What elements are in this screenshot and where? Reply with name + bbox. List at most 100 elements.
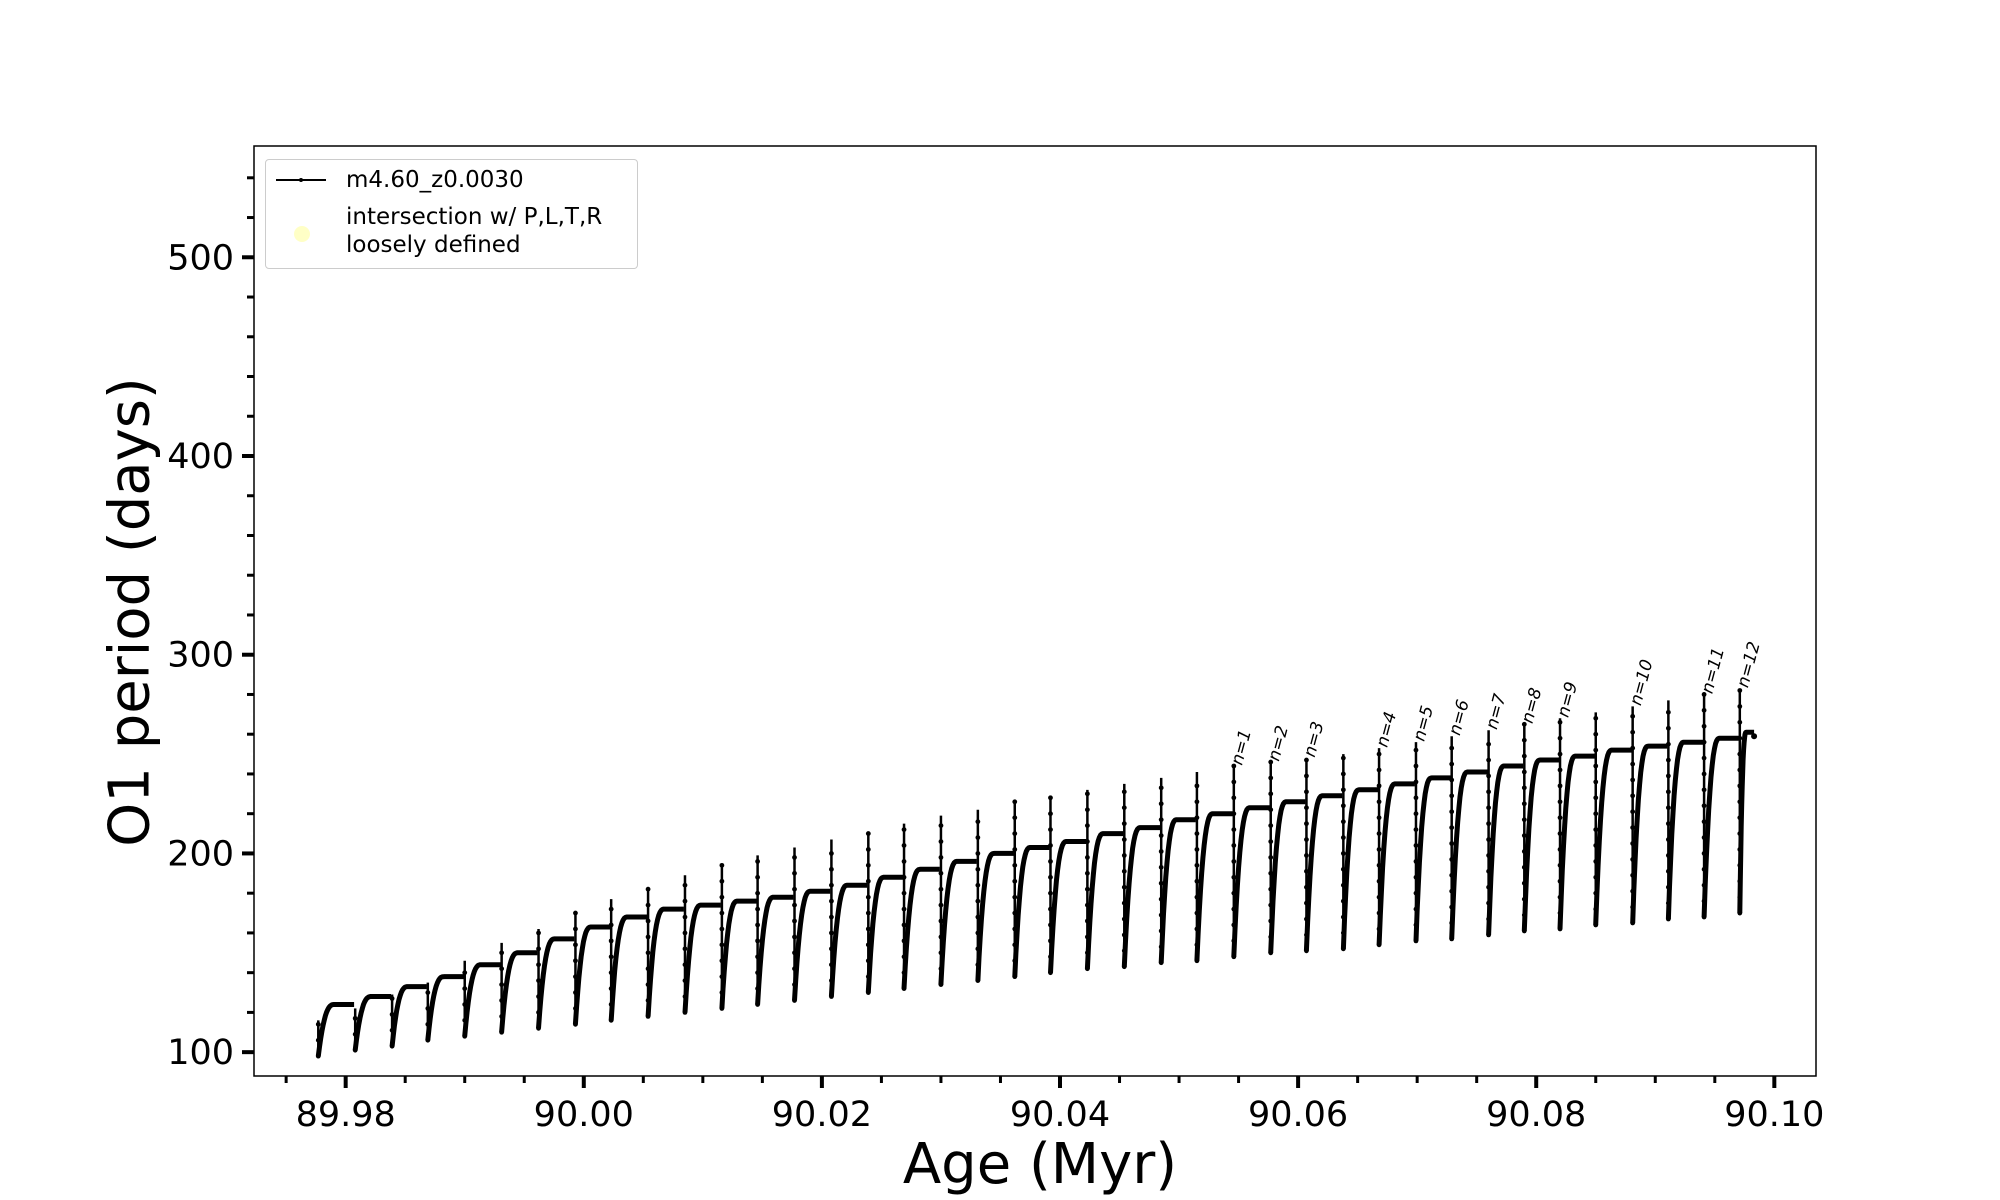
- series-point: [1701, 898, 1707, 904]
- series-point: [1737, 831, 1743, 836]
- series-point: [901, 970, 907, 976]
- series-point: [608, 954, 614, 960]
- series-point: [1231, 938, 1237, 944]
- series-point: [1449, 809, 1455, 815]
- series-point: [1304, 948, 1309, 954]
- series-point: [536, 1025, 541, 1031]
- series-point: [1304, 821, 1309, 827]
- series-point: [1486, 884, 1491, 890]
- series-point: [1521, 801, 1527, 807]
- series-point: [1630, 777, 1636, 783]
- series-point: [938, 934, 944, 940]
- series-point: [1158, 849, 1164, 854]
- x-tick-label: 90.06: [1248, 1095, 1348, 1135]
- series-point: [1449, 825, 1455, 831]
- series-point: [389, 1011, 395, 1017]
- series-point: [1486, 932, 1491, 938]
- series-point: [1376, 751, 1382, 757]
- series-point: [1521, 864, 1527, 870]
- x-tick-label: 90.10: [1724, 1095, 1824, 1135]
- series-point: [829, 898, 834, 904]
- series-point: [1665, 741, 1671, 747]
- series-point: [1231, 922, 1237, 928]
- series-point: [1231, 954, 1237, 960]
- series-point: [1737, 878, 1743, 884]
- series-point: [975, 946, 981, 952]
- series-point: [462, 970, 468, 976]
- annotation-label: n=1: [1227, 727, 1256, 767]
- series-point: [608, 906, 614, 912]
- series-point: [792, 886, 797, 892]
- series-point: [1630, 904, 1636, 910]
- series-point: [1194, 942, 1200, 948]
- series-point: [573, 990, 578, 995]
- series-m4-60-z0-0030: [315, 688, 1758, 1059]
- y-axis-label: O1 period (days): [97, 377, 163, 847]
- series-point: [1449, 904, 1455, 910]
- series-point: [1231, 906, 1237, 912]
- legend: m4.60_z0.0030 intersection w/ P,L,T,R lo…: [265, 159, 638, 269]
- series-point: [1665, 837, 1671, 842]
- series-point: [829, 962, 834, 968]
- series-point: [1158, 817, 1164, 823]
- series-point: [975, 835, 981, 840]
- series-point: [573, 974, 578, 980]
- series-point: [1121, 900, 1127, 906]
- series-point: [1048, 811, 1053, 817]
- series-point: [645, 998, 651, 1003]
- series-point: [1376, 862, 1382, 868]
- series-point: [1340, 914, 1346, 920]
- y-tick-label: 400: [167, 437, 234, 477]
- series-point: [938, 950, 944, 956]
- series-point: [1665, 709, 1671, 715]
- series-point: [901, 874, 907, 880]
- series-point: [682, 978, 688, 984]
- series-point: [1521, 785, 1527, 791]
- y-tick-label: 100: [167, 1033, 234, 1073]
- series-point: [938, 886, 944, 892]
- series-point: [1593, 795, 1599, 801]
- series-point: [1449, 745, 1455, 751]
- series-point: [1413, 938, 1419, 944]
- series-point: [1048, 890, 1053, 896]
- series-point: [1701, 692, 1707, 697]
- series-point: [425, 1037, 431, 1043]
- series-point: [1121, 805, 1127, 811]
- series-point: [1340, 803, 1346, 809]
- series-point: [1048, 827, 1053, 832]
- series-point: [792, 982, 797, 987]
- series-point: [1084, 855, 1090, 860]
- series-point: [1012, 862, 1018, 868]
- series-point: [1158, 944, 1164, 950]
- series-point: [1376, 910, 1382, 916]
- series-point: [1486, 773, 1491, 779]
- series-point: [1630, 841, 1636, 846]
- series-point: [1340, 835, 1346, 840]
- series-point: [1340, 755, 1346, 761]
- series-point: [1593, 858, 1599, 864]
- series-point: [499, 1029, 505, 1035]
- series-point: [645, 1013, 651, 1019]
- series-point: [1268, 807, 1274, 813]
- series-point: [938, 918, 944, 924]
- series-point: [1084, 807, 1090, 813]
- series-point: [865, 958, 871, 964]
- series-point: [719, 942, 725, 948]
- series-point: [829, 882, 834, 888]
- series-point: [1012, 799, 1018, 805]
- x-axis-ticks: 89.98 90.00 90.02 90.04 90.06 90.08 90.10: [284, 1076, 1824, 1135]
- series-point: [536, 946, 541, 952]
- series-point: [1413, 779, 1419, 785]
- series-point: [938, 870, 944, 876]
- series-point: [1158, 785, 1164, 791]
- series-point: [1557, 783, 1563, 789]
- series-point: [573, 942, 578, 948]
- series-point: [645, 902, 651, 908]
- series-point: [1268, 886, 1274, 892]
- series-point: [1449, 936, 1455, 942]
- series-point: [1012, 878, 1018, 884]
- series-point: [1340, 930, 1346, 936]
- series-point: [462, 1017, 468, 1023]
- series-point: [1012, 958, 1018, 964]
